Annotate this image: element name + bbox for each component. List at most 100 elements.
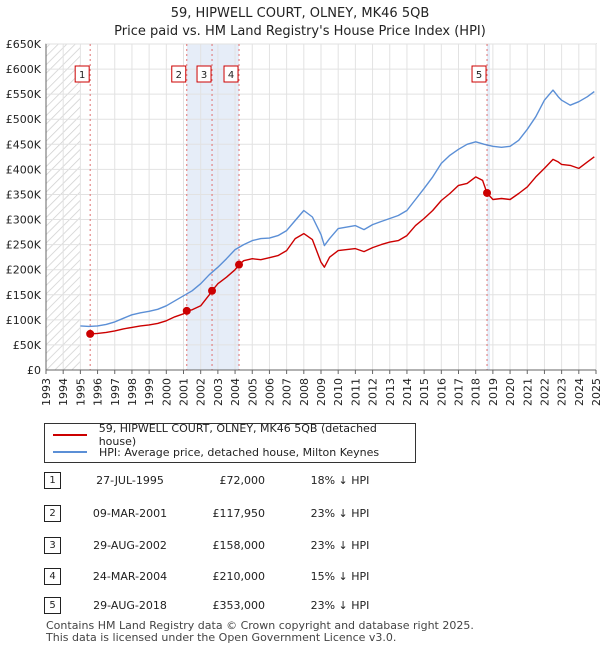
y-tick-label: £450K (6, 138, 42, 151)
sale-date: 29-AUG-2002 (93, 539, 167, 552)
sale-marker-label: 5 (476, 70, 482, 81)
sale-price: £117,950 (212, 507, 266, 520)
x-tick-label: 2004 (229, 378, 242, 406)
x-tick-label: 2022 (538, 378, 551, 406)
x-tick-label: 2001 (178, 378, 191, 406)
x-tick-label: 2003 (212, 378, 225, 406)
y-tick-label: £650K (6, 38, 42, 51)
y-tick-label: £300K (6, 214, 42, 227)
sale-price: £72,000 (219, 474, 266, 487)
legend-line-red (53, 434, 87, 436)
sale-marker-label: 4 (228, 70, 234, 81)
x-tick-label: 2013 (384, 378, 397, 406)
sale-price: £353,000 (212, 599, 266, 612)
hpi-series-line (80, 89, 595, 328)
sale-row: 1 27-JUL-1995 £72,000 18% ↓ HPI (0, 472, 600, 492)
y-tick-label: £500K (6, 113, 42, 126)
x-tick-label: 1994 (57, 378, 70, 406)
sale-point (235, 260, 244, 269)
sale-row: 3 29-AUG-2002 £158,000 23% ↓ HPI (0, 537, 600, 557)
sale-number-badge: 4 (44, 568, 61, 585)
x-tick-label: 2008 (298, 378, 311, 406)
footer-copyright: Contains HM Land Registry data © Crown c… (46, 619, 474, 632)
sale-row: 4 24-MAR-2004 £210,000 15% ↓ HPI (0, 568, 600, 588)
sale-row: 2 09-MAR-2001 £117,950 23% ↓ HPI (0, 505, 600, 525)
legend-line-blue (53, 451, 87, 453)
x-tick-label: 2019 (487, 378, 500, 406)
legend-item-property: 59, HIPWELL COURT, OLNEY, MK46 5QB (deta… (53, 422, 415, 448)
sale-marker-box (196, 65, 212, 83)
y-tick-label: £600K (6, 63, 42, 76)
y-tick-label: £350K (6, 188, 42, 201)
sale-marker-box (471, 65, 487, 83)
x-tick-label: 1996 (92, 378, 105, 406)
sale-point (86, 329, 95, 338)
legend-label-property: 59, HIPWELL COURT, OLNEY, MK46 5QB (deta… (98, 422, 377, 448)
sale-date: 27-JUL-1995 (96, 474, 164, 487)
sale-marker-label: 1 (79, 70, 85, 81)
x-tick-label: 2017 (453, 378, 466, 406)
x-tick-label: 2002 (195, 378, 208, 406)
sale-number-badge: 5 (44, 597, 61, 614)
y-tick-label: £200K (6, 264, 42, 277)
sale-hpi-diff: 15% ↓ HPI (310, 570, 370, 583)
y-tick-label: £0 (27, 364, 41, 377)
sale-marker-box (74, 65, 90, 83)
sale-point (182, 306, 191, 315)
sale-band (212, 44, 240, 370)
y-tick-label: £50K (13, 339, 42, 352)
footer: Contains HM Land Registry data © Crown c… (46, 620, 474, 644)
x-tick-label: 2023 (556, 378, 569, 406)
y-tick-label: £150K (6, 289, 42, 302)
x-tick-label: 2007 (281, 378, 294, 406)
sale-number-badge: 2 (44, 505, 61, 522)
sale-date: 29-AUG-2018 (93, 599, 167, 612)
sale-marker-label: 3 (201, 70, 207, 81)
sale-date: 09-MAR-2001 (92, 507, 168, 520)
sale-date: 24-MAR-2004 (92, 570, 168, 583)
sale-point (483, 188, 492, 197)
sale-marker-box (171, 65, 187, 83)
sale-band (186, 44, 213, 370)
sale-price: £210,000 (212, 570, 266, 583)
x-tick-label: 2009 (315, 378, 328, 406)
x-tick-label: 2018 (470, 378, 483, 406)
x-tick-label: 2015 (418, 378, 431, 406)
sale-band (487, 44, 491, 370)
sale-number-badge: 1 (44, 472, 61, 489)
y-tick-label: £250K (6, 239, 42, 252)
x-tick-label: 1998 (126, 378, 139, 406)
sale-marker-label: 2 (176, 70, 182, 81)
price-chart: £0 £50K £100K £150K £200K £250K £300K £350K £400… (6, 38, 600, 406)
x-tick-label: 2014 (401, 378, 414, 406)
x-tick-label: 1995 (74, 378, 87, 406)
x-tick-label: 2012 (367, 378, 380, 406)
chart-subtitle: Price paid vs. HM Land Registry's House … (114, 24, 486, 39)
legend-item-hpi: HPI: Average price, detached house, Milt… (53, 444, 379, 460)
sale-hpi-diff: 23% ↓ HPI (310, 599, 370, 612)
x-tick-label: 2016 (435, 378, 448, 406)
footer-license: This data is licensed under the Open Gov… (46, 631, 397, 644)
sale-hpi-diff: 18% ↓ HPI (310, 474, 370, 487)
x-tick-label: 2006 (263, 378, 276, 406)
property-series-line (90, 156, 595, 335)
sale-marker-box (223, 65, 239, 83)
legend-label-hpi: HPI: Average price, detached house, Milt… (99, 445, 380, 459)
sale-number-badge: 3 (44, 537, 61, 554)
x-tick-label: 2005 (246, 378, 259, 406)
x-tick-label: 2020 (504, 378, 517, 406)
sale-row: 5 29-AUG-2018 £353,000 23% ↓ HPI (0, 597, 600, 617)
legend: 59, HIPWELL COURT, OLNEY, MK46 5QB (deta… (44, 422, 416, 463)
x-tick-label: 2010 (332, 378, 345, 406)
x-tick-label: 2021 (521, 378, 534, 406)
chart-title: 59, HIPWELL COURT, OLNEY, MK46 5QB (170, 6, 430, 21)
sale-hpi-diff: 23% ↓ HPI (310, 507, 370, 520)
x-tick-label: 2011 (349, 378, 362, 406)
x-tick-label: 1993 (40, 378, 53, 406)
y-tick-label: £100K (6, 314, 42, 327)
x-tick-label: 2024 (573, 378, 586, 406)
y-tick-label: £400K (6, 163, 42, 176)
x-tick-label: 1997 (109, 378, 122, 406)
sale-point (208, 286, 217, 295)
sale-price: £158,000 (212, 539, 266, 552)
